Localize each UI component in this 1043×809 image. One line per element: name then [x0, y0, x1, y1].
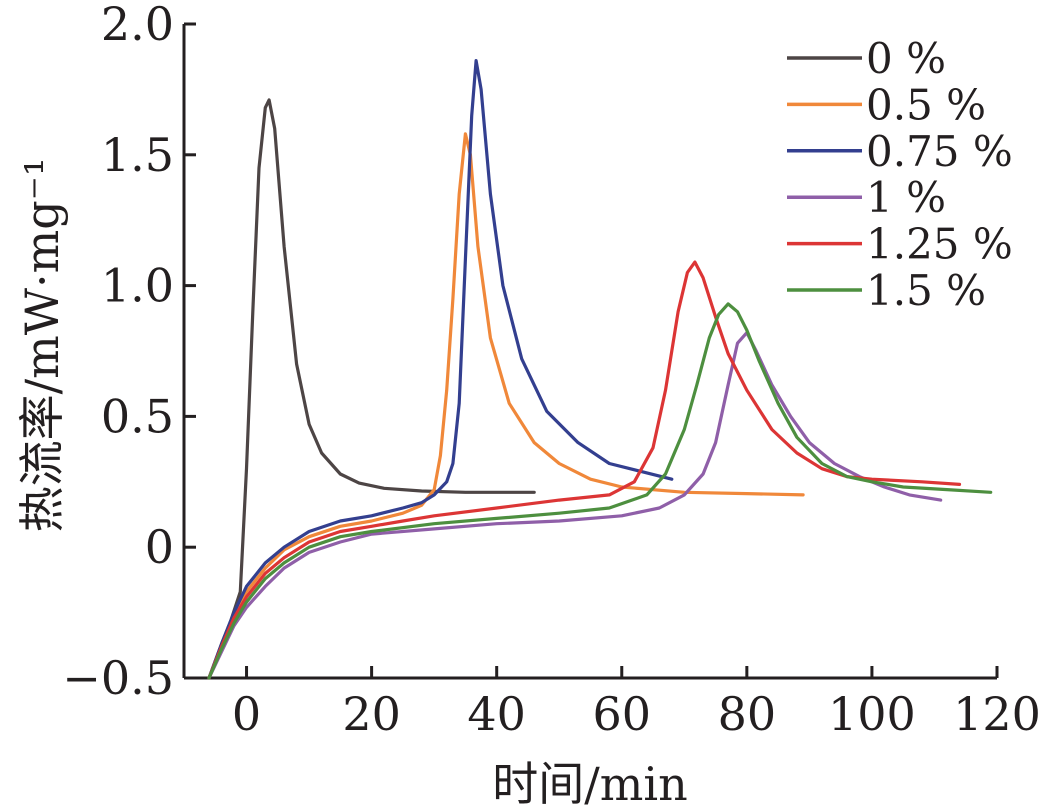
series-line-5: [207, 302, 993, 680]
y-tick-label: 0.5: [101, 389, 174, 443]
series-line-3: [207, 331, 943, 680]
legend-label: 0.75 %: [866, 127, 1013, 176]
y-axis-title: 热流率/mW·mg⁻¹: [15, 158, 69, 533]
y-tick-label: 1.0: [101, 259, 174, 313]
x-tick-label: 40: [467, 687, 526, 741]
x-tick-label: 120: [953, 687, 1041, 741]
legend-label: 0.5 %: [866, 80, 986, 129]
ticks: −0.5 0 0.5 1.0 1.5 2.0 0 20 40 60 80 100 120: [62, 0, 1041, 741]
y-tick-label: −0.5: [62, 651, 174, 705]
y-tick-label: 2.0: [101, 0, 174, 51]
x-tick-label: 100: [828, 687, 916, 741]
series-lines: [207, 59, 993, 680]
x-tick-label: 0: [232, 687, 261, 741]
y-tick-label: 1.5: [101, 128, 174, 182]
x-axis-title: 时间/min: [492, 757, 687, 809]
legend-label: 0 %: [866, 34, 946, 83]
x-tick-label: 60: [592, 687, 651, 741]
y-tick-label: 0: [145, 520, 174, 574]
legend-label: 1.25 %: [866, 220, 1013, 269]
series-line-1: [207, 132, 805, 680]
legend-label: 1.5 %: [866, 266, 986, 315]
x-tick-label: 20: [342, 687, 401, 741]
legend: 0 %0.5 %0.75 %1 %1.25 %1.5 %: [787, 34, 1013, 315]
x-tick-label: 80: [718, 687, 777, 741]
series-line-4: [207, 260, 962, 680]
legend-label: 1 %: [866, 173, 946, 222]
axes: [182, 24, 997, 680]
series-line-2: [207, 59, 674, 680]
series-line-0: [207, 98, 536, 680]
